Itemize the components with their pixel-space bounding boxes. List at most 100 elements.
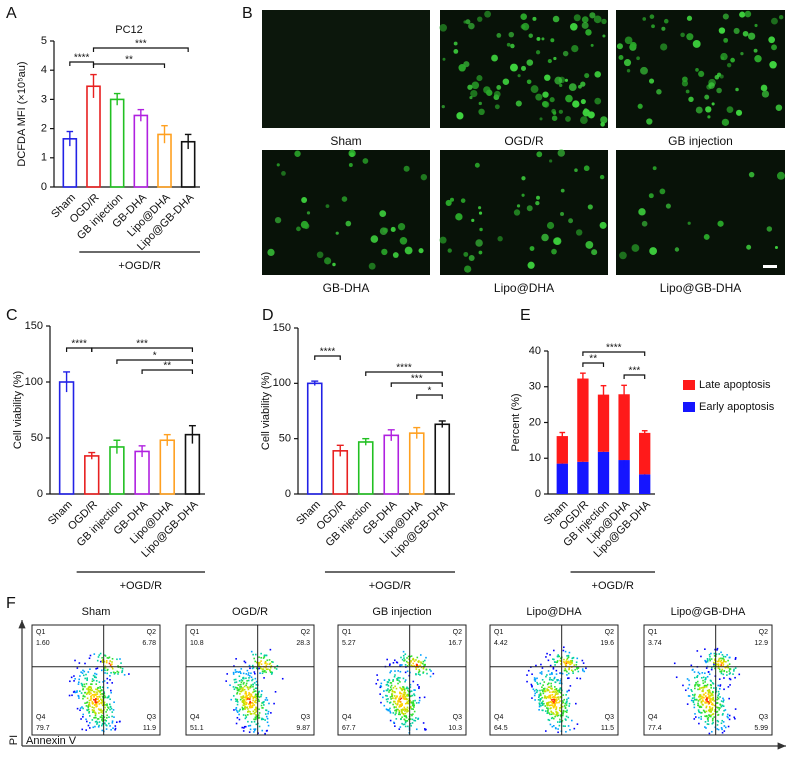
event-dot <box>402 723 405 726</box>
event-dot <box>691 690 693 693</box>
event-dot <box>106 672 109 675</box>
cell <box>477 16 483 22</box>
event-dot <box>566 657 569 660</box>
event-dot <box>563 646 565 649</box>
event-dot <box>552 649 555 652</box>
event-dot <box>107 696 110 699</box>
cell <box>651 24 655 29</box>
event-dot <box>410 695 412 697</box>
event-dot <box>79 690 81 692</box>
cell <box>392 252 399 258</box>
event-dot <box>682 684 684 687</box>
event-dot <box>248 692 251 695</box>
cell <box>720 56 725 60</box>
event-dot <box>95 683 98 685</box>
quadrant-name: Q1 <box>342 629 351 636</box>
event-dot <box>236 691 239 694</box>
cell <box>560 211 564 216</box>
event-dot <box>95 705 97 708</box>
plot-frame <box>31 624 161 736</box>
event-dot <box>549 664 552 667</box>
cell <box>486 89 493 96</box>
event-dot <box>700 677 703 679</box>
event-dot <box>117 673 119 675</box>
cell <box>585 29 592 36</box>
event-dot <box>704 715 707 718</box>
legend-label: Early apoptosis <box>699 401 775 413</box>
event-dot <box>88 690 90 693</box>
event-dot <box>555 713 558 715</box>
event-dot <box>713 652 716 655</box>
event-dot <box>546 652 548 655</box>
quadrant-name: Q4 <box>648 714 657 721</box>
cell <box>539 117 543 121</box>
event-dot <box>413 693 415 695</box>
event-dot <box>548 678 551 681</box>
event-dot <box>262 668 265 670</box>
event-dot <box>724 726 727 729</box>
event-dot <box>241 708 244 711</box>
event-dot <box>738 673 741 676</box>
cell <box>631 244 640 252</box>
event-dot <box>410 659 412 662</box>
event-dot <box>694 693 696 696</box>
event-dot <box>419 664 422 667</box>
cell <box>599 221 607 229</box>
event-dot <box>548 694 550 697</box>
event-dot <box>414 719 417 722</box>
event-dot <box>573 727 576 730</box>
event-dot <box>102 681 104 683</box>
cell <box>379 210 387 217</box>
event-dot <box>245 698 248 701</box>
event-dot <box>74 659 76 662</box>
event-dot <box>722 673 725 676</box>
event-dot <box>716 710 719 713</box>
event-dot <box>399 698 401 701</box>
event-dot <box>234 671 237 673</box>
cell <box>467 84 473 90</box>
event-dot <box>410 690 413 692</box>
event-dot <box>252 697 255 700</box>
event-dot <box>401 688 403 691</box>
event-dot <box>701 711 703 714</box>
event-dot <box>399 695 402 697</box>
event-dot <box>401 722 403 725</box>
event-dot <box>110 707 113 710</box>
event-dot <box>546 707 548 709</box>
event-dot <box>238 689 240 692</box>
event-dot <box>89 705 91 707</box>
event-dot <box>88 712 90 714</box>
event-dot <box>576 677 578 680</box>
event-dot <box>708 653 711 656</box>
event-dot <box>251 706 254 709</box>
event-dot <box>245 695 247 698</box>
event-dot <box>109 703 111 706</box>
event-dot <box>716 702 719 704</box>
event-dot <box>706 715 708 718</box>
quadrant-value: 6.78 <box>142 640 156 647</box>
event-dot <box>93 691 96 693</box>
event-dot <box>91 683 93 686</box>
event-dot <box>412 701 415 704</box>
event-dot <box>541 696 543 699</box>
event-dot <box>383 690 385 692</box>
event-dot <box>242 695 245 697</box>
quadrant-value: 28.3 <box>296 640 310 647</box>
event-dot <box>426 672 428 675</box>
cell <box>581 21 589 29</box>
chart-title: PC12 <box>115 24 143 36</box>
event-dot <box>698 716 700 719</box>
event-dot <box>418 696 421 699</box>
event-dot <box>264 719 266 721</box>
event-dot <box>232 673 235 675</box>
event-dot <box>249 696 251 699</box>
cell <box>348 163 353 167</box>
quadrant-value: 5.99 <box>754 725 768 732</box>
event-dot <box>388 708 390 711</box>
event-dot <box>99 696 101 698</box>
event-dot <box>705 710 708 713</box>
event-dot <box>105 711 107 713</box>
event-dot <box>81 706 83 708</box>
bar-segment <box>618 460 630 494</box>
event-dot <box>550 682 552 685</box>
